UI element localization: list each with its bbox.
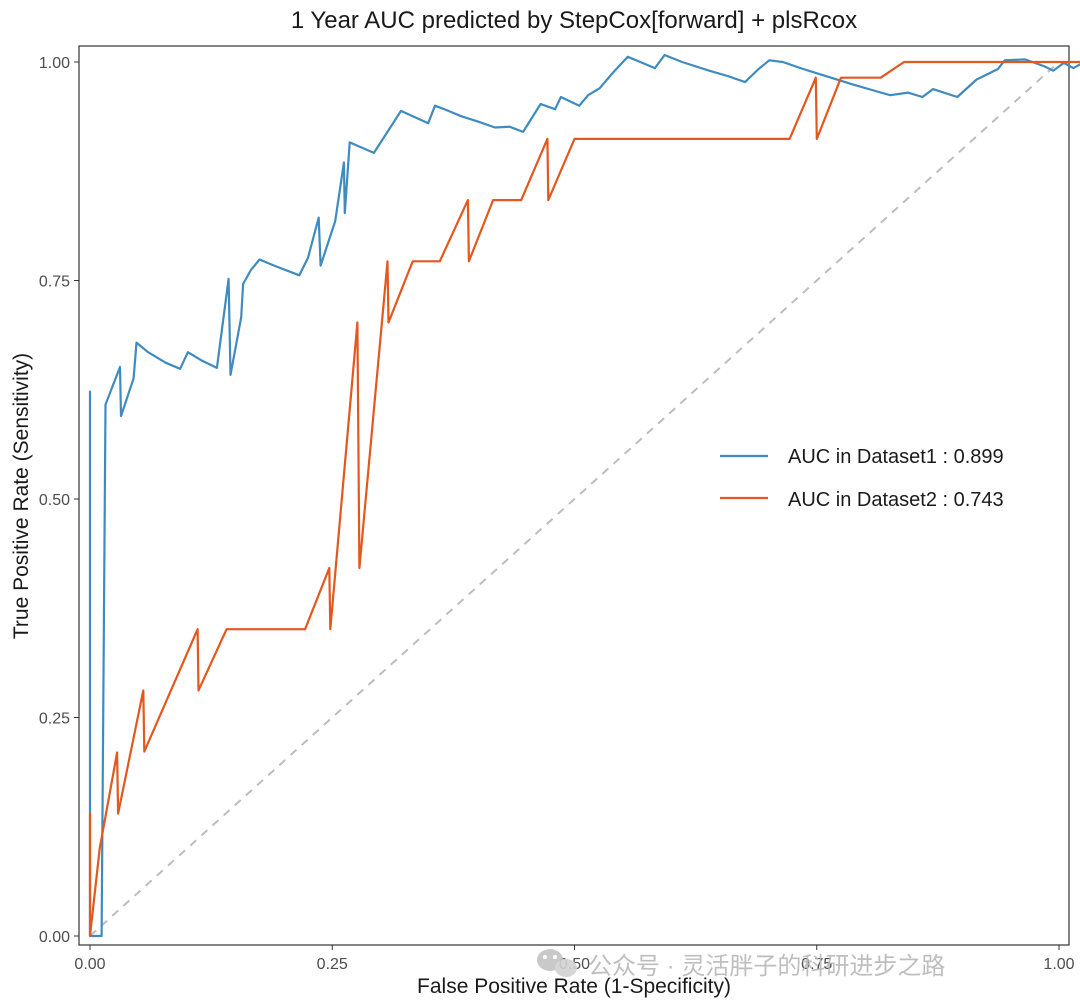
plot-panel [78,45,1070,946]
y-axis-title: True Positive Rate (Sensitivity) [10,353,33,639]
series-line-dataset1 [88,53,1080,938]
chart-title: 1 Year AUC predicted by StepCox[forward]… [291,7,857,34]
y-tick-label: 1.00 [39,55,70,72]
watermark: 公众号 · 灵活胖子的科研进步之路 [537,949,945,980]
reference-diagonal [89,61,1060,937]
x-tick-label: 1.00 [1043,956,1074,973]
x-tick-label: 0.25 [317,956,348,973]
y-axis: 0.00 0.25 0.50 0.75 1.00 [39,55,79,946]
series-layer [88,53,1080,938]
wechat-icon [537,949,577,977]
legend: AUC in Dataset1 : 0.899 AUC in Dataset2 … [720,446,1004,511]
y-tick-label: 0.75 [39,274,70,291]
y-tick-label: 0.00 [39,929,70,946]
x-tick-label: 0.75 [801,956,832,973]
x-tick-label: 0.00 [74,956,105,973]
legend-label-dataset2: AUC in Dataset2 : 0.743 [788,489,1004,511]
watermark-text: 公众号 · 灵活胖子的科研进步之路 [588,953,945,980]
series-line-dataset2 [88,60,1080,938]
x-axis-title: False Positive Rate (1-Specificity) [417,975,731,998]
y-tick-label: 0.50 [39,492,70,509]
y-tick-label: 0.25 [39,711,70,728]
legend-label-dataset1: AUC in Dataset1 : 0.899 [788,446,1004,468]
